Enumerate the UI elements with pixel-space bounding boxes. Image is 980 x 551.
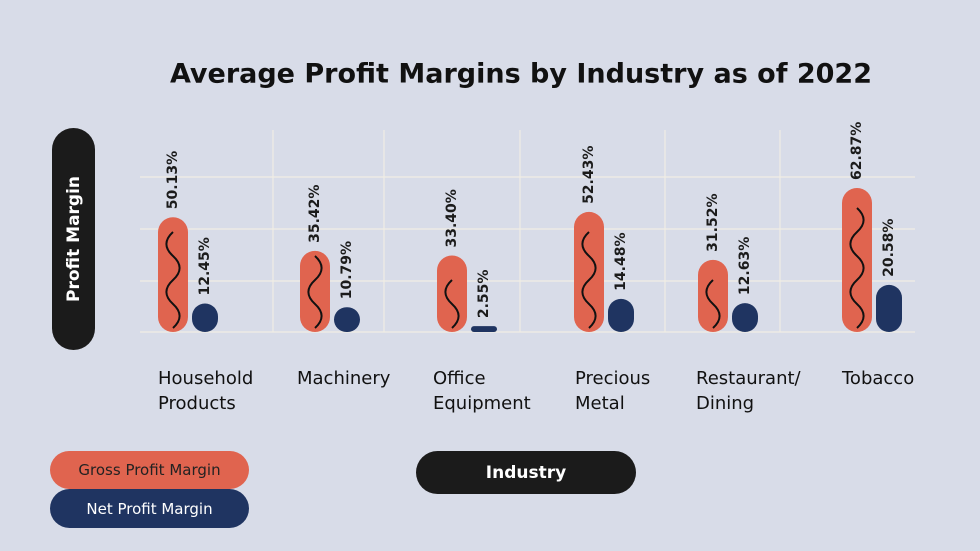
data-label: 31.52% <box>705 194 721 252</box>
bar <box>876 284 902 332</box>
data-label: 12.63% <box>737 237 753 295</box>
bar <box>574 211 604 332</box>
x-tick-label: Office Equipment <box>433 368 531 414</box>
y-label-pill <box>52 128 95 350</box>
bar <box>732 303 758 332</box>
bar <box>300 250 330 332</box>
data-label: 12.45% <box>197 237 213 295</box>
bar <box>608 298 634 332</box>
bar-pattern <box>849 207 865 329</box>
bar-pattern <box>307 255 323 329</box>
bar-pattern <box>581 231 597 329</box>
x-tick-label: Precious Metal <box>575 368 651 414</box>
bar <box>698 259 728 332</box>
x-axis-label: Industry <box>416 451 636 494</box>
bar-pattern <box>705 279 721 329</box>
bar-pattern <box>165 231 181 329</box>
data-label: 50.13% <box>165 151 181 209</box>
bar <box>842 188 872 332</box>
data-label: 52.43% <box>581 146 597 204</box>
bar-pattern <box>444 279 460 329</box>
data-label: 33.40% <box>444 189 460 247</box>
bar <box>471 326 497 332</box>
data-label: 14.48% <box>613 233 629 291</box>
bar <box>158 217 188 332</box>
y-axis-label: Profit Margin <box>64 176 84 302</box>
data-label: 62.87% <box>849 122 865 180</box>
legend-entry[interactable]: Gross Profit Margin <box>50 451 249 489</box>
data-label: 35.42% <box>307 185 323 243</box>
legend-entry[interactable]: Net Profit Margin <box>50 489 249 528</box>
bar <box>437 255 467 332</box>
chart-title: Average Profit Margins by Industry as of… <box>170 59 872 90</box>
data-label: 10.79% <box>339 241 355 299</box>
bar <box>192 303 218 332</box>
grid <box>140 130 915 333</box>
x-tick-label: Machinery <box>297 368 391 389</box>
bar <box>334 307 360 332</box>
x-tick-label: Household Products <box>158 368 254 414</box>
data-label: 2.55% <box>476 270 492 319</box>
data-label: 20.58% <box>881 219 897 277</box>
x-tick-label: Restaurant/ Dining <box>696 368 801 414</box>
x-tick-label: Tobacco <box>842 368 915 389</box>
